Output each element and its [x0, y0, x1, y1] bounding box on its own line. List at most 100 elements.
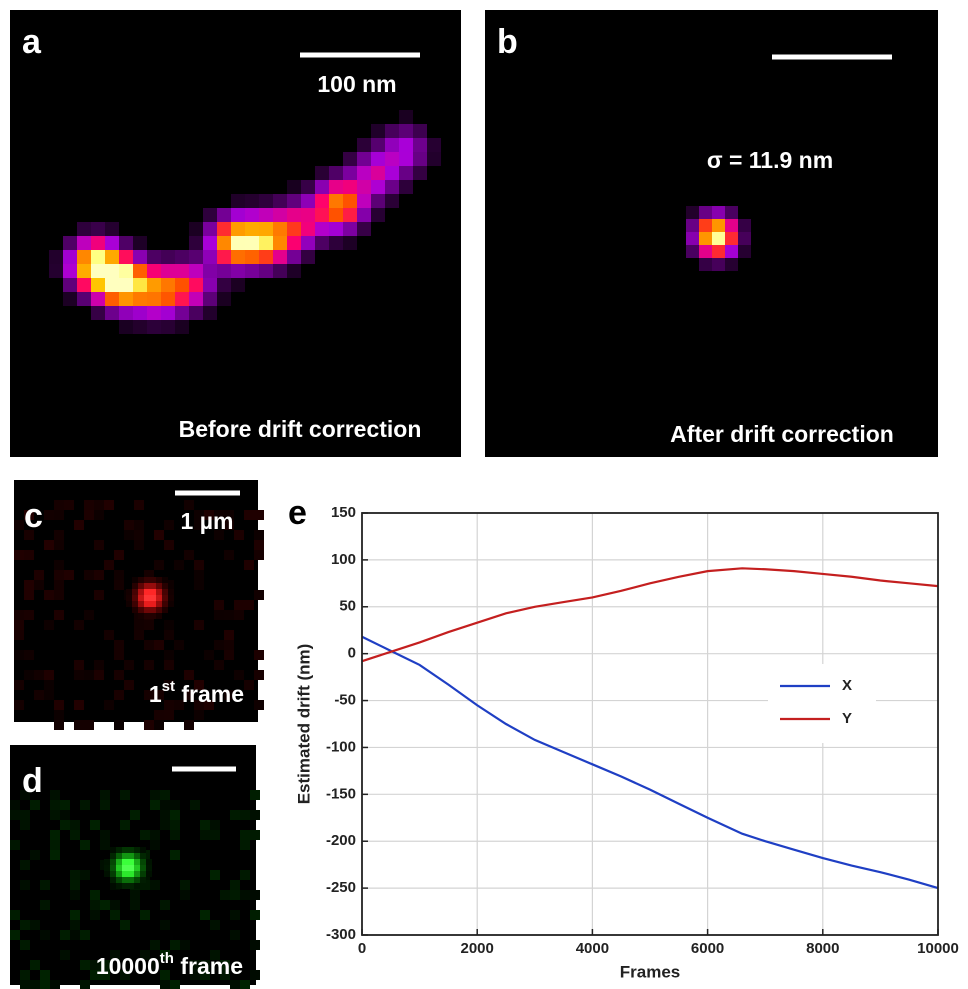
pixel — [287, 222, 301, 236]
pixel — [175, 250, 189, 264]
pixel — [161, 320, 175, 334]
pixel — [170, 810, 180, 820]
pixel — [122, 865, 128, 871]
pixel — [134, 630, 144, 640]
pixel — [230, 890, 240, 900]
pixel — [154, 710, 164, 720]
pixel — [150, 601, 156, 607]
pixel — [203, 236, 217, 250]
pixel — [24, 530, 34, 540]
y-tick-label: 100 — [331, 551, 356, 568]
pixel — [124, 680, 134, 690]
pixel — [156, 601, 162, 607]
pixel — [84, 610, 94, 620]
y-tick-label: 150 — [331, 504, 356, 521]
pixel — [144, 620, 154, 630]
pixel — [301, 180, 315, 194]
pixel — [119, 292, 133, 306]
pixel — [44, 540, 54, 550]
legend-label: X — [842, 677, 852, 694]
pixel — [301, 222, 315, 236]
pixel — [210, 920, 220, 930]
pixel — [204, 700, 214, 710]
pixel — [240, 830, 250, 840]
pixel — [699, 206, 712, 219]
pixel — [712, 245, 725, 258]
pixel — [128, 859, 134, 865]
pixel — [712, 258, 725, 271]
pixel — [203, 306, 217, 320]
pixel — [119, 306, 133, 320]
caption-number: 10000 — [96, 953, 160, 979]
x-tick-label: 6000 — [691, 940, 724, 957]
pixel — [343, 152, 357, 166]
pixel — [138, 607, 144, 613]
pixel — [725, 232, 738, 245]
pixel — [44, 590, 54, 600]
pixel — [184, 690, 194, 700]
pixel — [399, 166, 413, 180]
pixel — [273, 250, 287, 264]
pixel — [244, 600, 254, 610]
pixel — [100, 800, 110, 810]
pixel — [200, 960, 210, 970]
pixel — [119, 250, 133, 264]
pixel — [164, 580, 174, 590]
pixel — [147, 306, 161, 320]
pixel — [399, 124, 413, 138]
pixel — [164, 680, 174, 690]
pixel — [20, 820, 30, 830]
pixel — [189, 278, 203, 292]
scale-label: 100 nm — [317, 71, 396, 97]
pixel — [217, 222, 231, 236]
pixel — [77, 222, 91, 236]
pixel — [175, 306, 189, 320]
pixel — [184, 550, 194, 560]
pixel — [124, 660, 134, 670]
pixel — [162, 589, 168, 595]
pixel — [161, 306, 175, 320]
caption-sup: th — [160, 950, 174, 967]
pixel — [147, 320, 161, 334]
pixel — [63, 278, 77, 292]
pixel — [371, 194, 385, 208]
pixel — [150, 840, 160, 850]
scale-label: 1 µm — [181, 508, 234, 534]
pixel — [104, 865, 110, 871]
pixel — [160, 920, 170, 930]
pixel — [224, 510, 234, 520]
pixel — [70, 930, 80, 940]
pixel — [74, 620, 84, 630]
pixel — [240, 870, 250, 880]
y-tick-label: -300 — [326, 926, 356, 943]
pixel — [712, 219, 725, 232]
pixel — [259, 250, 273, 264]
pixel — [116, 853, 122, 859]
pixel — [184, 670, 194, 680]
pixel — [128, 883, 134, 889]
pixel — [156, 589, 162, 595]
pixel — [385, 152, 399, 166]
pixel — [189, 250, 203, 264]
pixel — [24, 610, 34, 620]
caption-sup: st — [162, 678, 175, 695]
pixel — [49, 250, 63, 264]
pixel — [301, 250, 315, 264]
pixel — [138, 595, 144, 601]
pixel — [150, 589, 156, 595]
pixel — [20, 790, 30, 800]
pixel — [124, 520, 134, 530]
pixel — [40, 900, 50, 910]
pixel — [164, 630, 174, 640]
pixel — [329, 208, 343, 222]
pixel — [725, 245, 738, 258]
pixel — [194, 620, 204, 630]
pixel — [54, 580, 64, 590]
y-tick-label: -150 — [326, 785, 356, 802]
pixel — [254, 550, 264, 560]
pixel — [10, 930, 20, 940]
pixel — [84, 510, 94, 520]
pixel — [164, 540, 174, 550]
pixel — [134, 847, 140, 853]
